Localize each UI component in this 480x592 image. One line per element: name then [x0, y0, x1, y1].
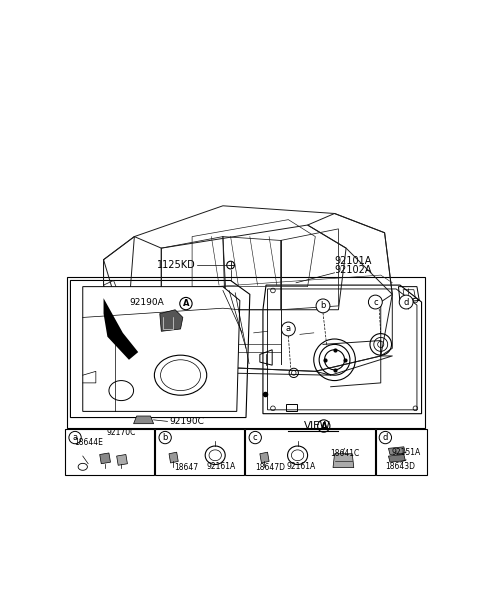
Text: 92161A: 92161A: [207, 462, 236, 471]
Text: 92101A: 92101A: [335, 256, 372, 266]
Circle shape: [399, 295, 413, 309]
Text: c: c: [253, 433, 258, 442]
Polygon shape: [71, 281, 250, 417]
Bar: [67, 278, 425, 427]
Bar: [65, 429, 154, 475]
Text: d: d: [404, 298, 409, 307]
Text: A: A: [183, 299, 189, 308]
Polygon shape: [100, 453, 110, 464]
Circle shape: [316, 299, 330, 313]
Polygon shape: [133, 416, 154, 424]
Text: 18644E: 18644E: [74, 439, 103, 448]
Polygon shape: [117, 455, 127, 465]
Polygon shape: [333, 453, 354, 468]
Circle shape: [369, 295, 382, 309]
Text: c: c: [373, 298, 378, 307]
Polygon shape: [83, 287, 240, 411]
Polygon shape: [388, 455, 406, 462]
Text: 92190A: 92190A: [129, 298, 164, 307]
Polygon shape: [104, 298, 138, 360]
Circle shape: [379, 432, 392, 444]
Circle shape: [281, 322, 295, 336]
Text: 92151A: 92151A: [392, 448, 421, 456]
Bar: [245, 429, 374, 475]
Text: 92190C: 92190C: [169, 417, 204, 426]
Circle shape: [249, 432, 262, 444]
Text: 92170C: 92170C: [107, 429, 136, 437]
Bar: [155, 429, 244, 475]
Polygon shape: [263, 285, 421, 414]
Text: a: a: [72, 433, 78, 442]
Text: 1125KD: 1125KD: [157, 260, 196, 270]
Text: 18647: 18647: [174, 463, 198, 472]
Polygon shape: [160, 310, 183, 332]
Circle shape: [159, 432, 171, 444]
Bar: [286, 404, 297, 411]
Text: d: d: [383, 433, 388, 442]
Text: 92161A: 92161A: [287, 462, 316, 471]
Text: b: b: [320, 301, 326, 310]
Text: b: b: [162, 433, 168, 442]
Text: 18641C: 18641C: [330, 449, 359, 458]
Text: a: a: [286, 324, 291, 333]
Text: A: A: [321, 422, 327, 430]
Text: VIEW: VIEW: [304, 421, 331, 431]
Text: 92102A: 92102A: [335, 265, 372, 275]
Circle shape: [69, 432, 81, 444]
Polygon shape: [388, 447, 406, 455]
Polygon shape: [260, 452, 269, 463]
Text: 18647D: 18647D: [256, 463, 286, 472]
Bar: [376, 429, 427, 475]
Polygon shape: [169, 452, 178, 463]
Text: 18643D: 18643D: [385, 462, 415, 471]
